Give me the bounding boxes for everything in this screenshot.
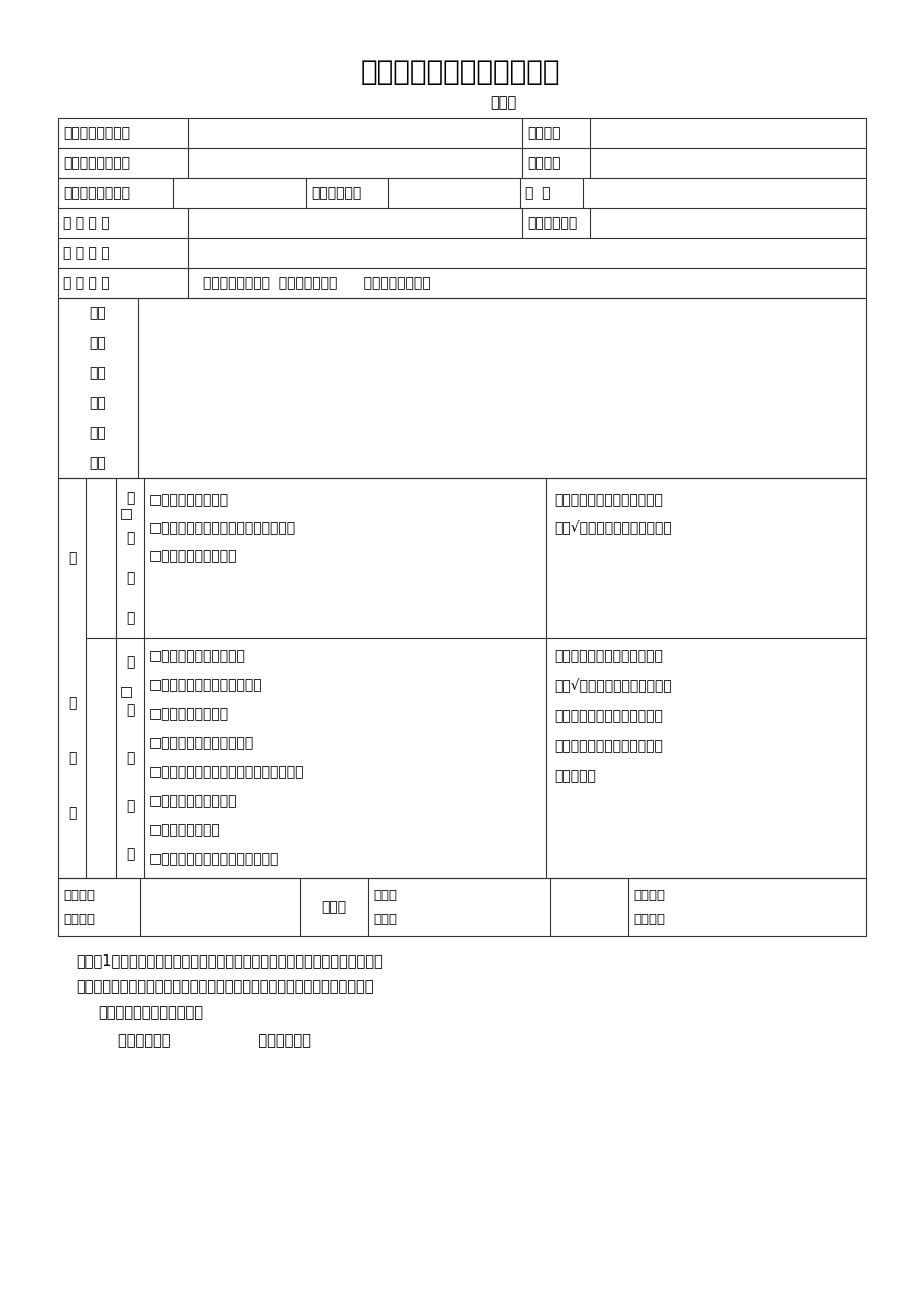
- Text: 经营地址（住址）: 经营地址（住址）: [62, 156, 130, 171]
- Text: 疫: 疫: [68, 751, 76, 766]
- Text: 情况: 情况: [89, 456, 107, 470]
- Text: □来源于疫区的；: □来源于疫区的；: [149, 823, 221, 837]
- Text: 疫: 疫: [126, 703, 134, 717]
- Text: 检: 检: [126, 491, 134, 505]
- Text: 数量（重量）: 数量（重量）: [311, 186, 361, 201]
- Text: 规定处理。: 规定处理。: [553, 769, 596, 783]
- Text: □未按规定进行强制免疫的；: □未按规定进行强制免疫的；: [149, 678, 262, 691]
- Text: 结: 结: [68, 695, 76, 710]
- Text: 动物: 动物: [89, 336, 107, 350]
- Text: 格: 格: [126, 611, 134, 625]
- Text: 列打√项目情况，检疫不合格，: 列打√项目情况，检疫不合格，: [553, 678, 671, 693]
- Text: □: □: [119, 684, 132, 698]
- Text: 浙江省（市、区）  宁波市（地区）      北仑县（市、区）: 浙江省（市、区） 宁波市（地区） 北仑县（市、区）: [203, 276, 430, 290]
- Text: 报 检 时 间: 报 检 时 间: [62, 216, 109, 230]
- Text: 合: 合: [126, 799, 134, 812]
- Text: 报检: 报检: [89, 306, 107, 320]
- Text: 生产: 生产: [89, 426, 107, 440]
- Bar: [58, 478, 865, 878]
- Text: 人须配合有关部门按相关法律: 人须配合有关部门按相关法律: [553, 740, 663, 753]
- Text: □经实验室检测合格。: □经实验室检测合格。: [149, 549, 237, 562]
- Bar: [58, 118, 865, 298]
- Text: □经临床检疫合格；: □经临床检疫合格；: [149, 493, 229, 506]
- Text: 动物和动物产品检疫申报单: 动物和动物产品检疫申报单: [360, 59, 559, 86]
- Text: 申请人签名：                   检疫员签名：: 申请人签名： 检疫员签名：: [118, 1032, 311, 1048]
- Text: □有违反其他法律、法规行为的。: □有违反其他法律、法规行为的。: [149, 852, 279, 866]
- Text: （动物产品）生产情况栏。: （动物产品）生产情况栏。: [98, 1005, 203, 1019]
- Text: 检: 检: [126, 655, 134, 669]
- Text: 检: 检: [68, 551, 76, 565]
- Text: 疫: 疫: [126, 531, 134, 546]
- Text: 明号码: 明号码: [372, 913, 397, 926]
- Text: 检疫合格: 检疫合格: [62, 889, 95, 902]
- Text: 联系电话: 联系电话: [527, 156, 560, 171]
- Text: □免疫不在有效期；: □免疫不在有效期；: [149, 707, 229, 721]
- Text: 证明号码: 证明号码: [62, 913, 95, 926]
- Text: 产品: 产品: [89, 396, 107, 410]
- Text: □染疫的或疑似染疫的；: □染疫的或疑似染疫的；: [149, 648, 245, 663]
- Text: 备注：1、报检单位（人）须将报检动物（动物产品）的免疫情况、兽药使用情: 备注：1、报检单位（人）须将报检动物（动物产品）的免疫情况、兽药使用情: [76, 953, 382, 967]
- Text: 果: 果: [68, 806, 76, 820]
- Text: 动物（产品）种类: 动物（产品）种类: [62, 186, 130, 201]
- Text: 动物: 动物: [89, 366, 107, 380]
- Text: 有效期: 有效期: [321, 900, 346, 914]
- Text: 编号：: 编号：: [490, 95, 516, 111]
- Text: 标志号码: 标志号码: [632, 913, 664, 926]
- Text: 检疫验讫: 检疫验讫: [632, 889, 664, 902]
- Text: □病死或死因不明的；: □病死或死因不明的；: [149, 794, 237, 809]
- Bar: [58, 878, 865, 936]
- Text: 该批动物（动物产品）符合左: 该批动物（动物产品）符合左: [553, 493, 663, 506]
- Text: □: □: [119, 506, 132, 521]
- Text: 该批动物（动物产品）属于左: 该批动物（动物产品）属于左: [553, 648, 663, 663]
- Text: 法人代表: 法人代表: [527, 126, 560, 141]
- Text: 合: 合: [126, 572, 134, 585]
- Text: 消毒证: 消毒证: [372, 889, 397, 902]
- Bar: [58, 298, 865, 478]
- Text: 格: 格: [126, 848, 134, 861]
- Text: □产地检疫合格并且在检疫有效期内；: □产地检疫合格并且在检疫有效期内；: [149, 521, 296, 535]
- Text: 况、饲料使用情况、防疫措施、有无办理动物防疫合格证等内容填入报检动物: 况、饲料使用情况、防疫措施、有无办理动物防疫合格证等内容填入报检动物: [76, 979, 373, 993]
- Text: 列打√项目的规定，检疫合格。: 列打√项目的规定，检疫合格。: [553, 521, 671, 535]
- Text: 不予出具检疫合格证明。申请: 不予出具检疫合格证明。申请: [553, 710, 663, 723]
- Text: 运载工具号码: 运载工具号码: [527, 216, 576, 230]
- Text: 运 往 地 点: 运 往 地 点: [62, 276, 109, 290]
- Text: 包  装: 包 装: [525, 186, 550, 201]
- Text: 不: 不: [126, 751, 134, 766]
- Text: 报检单位（个人）: 报检单位（个人）: [62, 126, 130, 141]
- Text: 起 运 时 间: 起 运 时 间: [62, 246, 109, 260]
- Text: □无法按规定程序检疫的；: □无法按规定程序检疫的；: [149, 736, 254, 750]
- Text: □按规定应当佩带免疫标识而未佩带的；: □按规定应当佩带免疫标识而未佩带的；: [149, 766, 304, 779]
